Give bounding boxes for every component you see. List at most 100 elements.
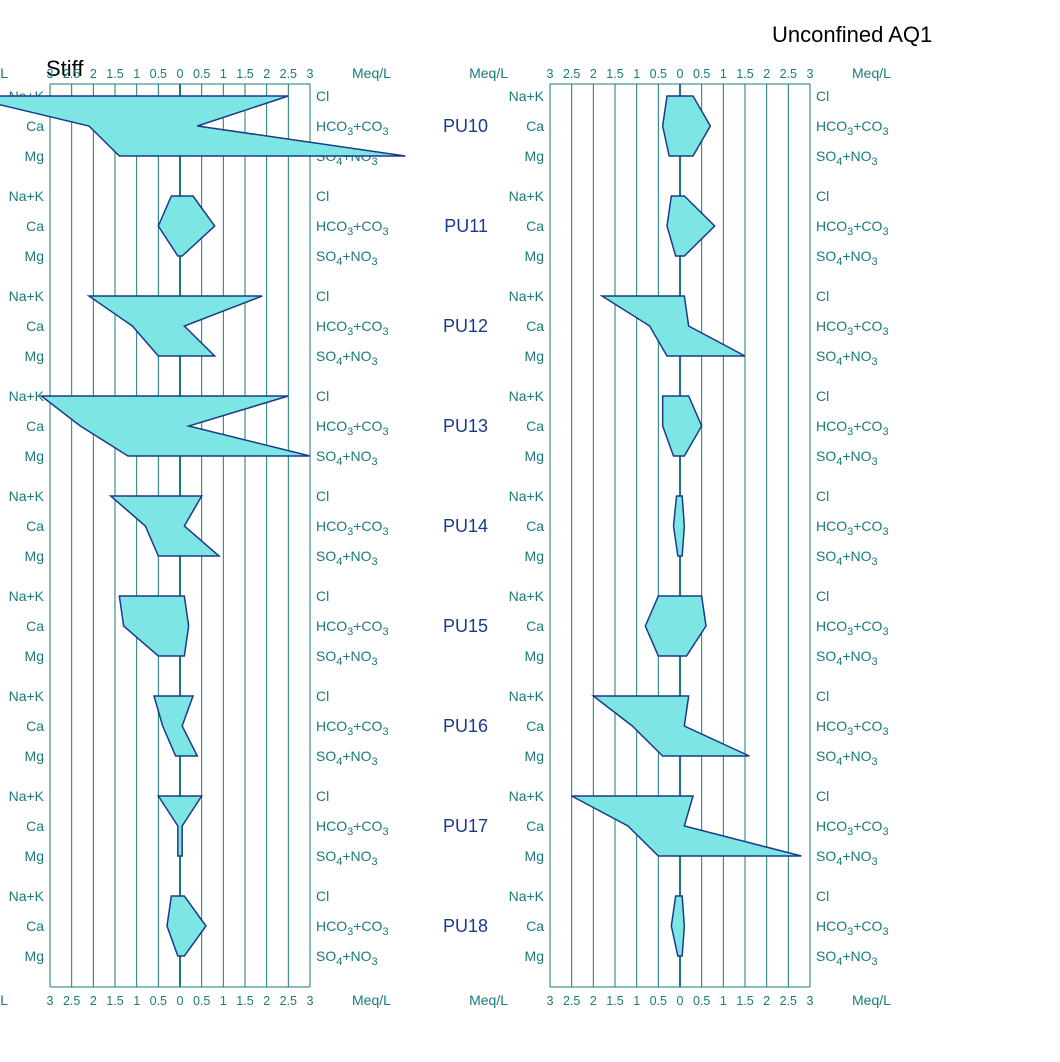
svg-text:Na+K: Na+K [509, 588, 545, 604]
svg-text:2: 2 [763, 67, 770, 81]
svg-text:Na+K: Na+K [9, 888, 45, 904]
svg-text:Ca: Ca [526, 418, 544, 434]
svg-text:HCO3+CO3: HCO3+CO3 [316, 718, 389, 738]
svg-text:Mg: Mg [525, 148, 544, 164]
svg-text:HCO3+CO3: HCO3+CO3 [316, 818, 389, 838]
stiff-polygon [674, 496, 685, 556]
svg-text:Ca: Ca [26, 418, 44, 434]
svg-text:SO4+NO3: SO4+NO3 [816, 948, 878, 968]
svg-text:Ca: Ca [26, 718, 44, 734]
svg-text:1.5: 1.5 [236, 994, 253, 1008]
stiff-polygon [663, 96, 711, 156]
stiff-polygon [645, 596, 706, 656]
svg-text:1.5: 1.5 [736, 67, 753, 81]
svg-text:Mg: Mg [525, 848, 544, 864]
svg-text:Meq/L: Meq/L [352, 65, 391, 81]
svg-text:0.5: 0.5 [693, 67, 710, 81]
svg-text:HCO3+CO3: HCO3+CO3 [816, 918, 889, 938]
svg-text:Cl: Cl [816, 588, 829, 604]
stiff-polygon [41, 396, 310, 456]
stiff-polygon [667, 196, 715, 256]
svg-text:Ca: Ca [26, 918, 44, 934]
svg-text:2: 2 [263, 994, 270, 1008]
svg-text:1: 1 [633, 994, 640, 1008]
svg-text:HCO3+CO3: HCO3+CO3 [316, 518, 389, 538]
svg-text:2.5: 2.5 [780, 67, 797, 81]
svg-text:0.5: 0.5 [150, 67, 167, 81]
svg-text:Ca: Ca [26, 118, 44, 134]
svg-text:Ca: Ca [26, 518, 44, 534]
svg-text:Mg: Mg [25, 148, 44, 164]
svg-text:Ca: Ca [526, 718, 544, 734]
svg-text:2.5: 2.5 [563, 994, 580, 1008]
svg-text:SO4+NO3: SO4+NO3 [816, 548, 878, 568]
stiff-polygon [671, 896, 684, 956]
svg-text:0.5: 0.5 [150, 994, 167, 1008]
svg-text:2: 2 [590, 67, 597, 81]
stiff-polygon [158, 796, 201, 856]
svg-text:3: 3 [307, 994, 314, 1008]
svg-text:Meq/L: Meq/L [852, 992, 891, 1008]
svg-text:Meq/L: Meq/L [0, 65, 8, 81]
svg-text:1: 1 [720, 994, 727, 1008]
svg-text:0.5: 0.5 [650, 67, 667, 81]
svg-text:2.5: 2.5 [63, 67, 80, 81]
svg-text:Mg: Mg [525, 748, 544, 764]
svg-text:2: 2 [90, 67, 97, 81]
svg-text:2.5: 2.5 [280, 67, 297, 81]
svg-text:1.5: 1.5 [606, 994, 623, 1008]
svg-text:SO4+NO3: SO4+NO3 [316, 748, 378, 768]
svg-text:SO4+NO3: SO4+NO3 [316, 648, 378, 668]
svg-text:Ca: Ca [26, 818, 44, 834]
sample-label: PU12 [443, 316, 488, 336]
svg-text:SO4+NO3: SO4+NO3 [816, 248, 878, 268]
stiff-polygon [663, 396, 702, 456]
svg-text:Mg: Mg [25, 748, 44, 764]
svg-text:SO4+NO3: SO4+NO3 [816, 148, 878, 168]
sample-label: PU15 [443, 616, 488, 636]
stiff-polygon [111, 496, 219, 556]
svg-text:Cl: Cl [816, 488, 829, 504]
svg-text:Mg: Mg [525, 248, 544, 264]
svg-text:Cl: Cl [316, 188, 329, 204]
svg-text:HCO3+CO3: HCO3+CO3 [316, 118, 389, 138]
svg-text:Mg: Mg [525, 948, 544, 964]
svg-text:Na+K: Na+K [509, 288, 545, 304]
svg-text:1: 1 [133, 67, 140, 81]
svg-text:SO4+NO3: SO4+NO3 [316, 348, 378, 368]
svg-text:HCO3+CO3: HCO3+CO3 [316, 318, 389, 338]
svg-text:Ca: Ca [26, 618, 44, 634]
svg-text:3: 3 [307, 67, 314, 81]
svg-text:Ca: Ca [526, 218, 544, 234]
stiff-polygon [593, 696, 749, 756]
svg-text:Cl: Cl [816, 288, 829, 304]
svg-text:Na+K: Na+K [9, 188, 45, 204]
svg-text:1: 1 [720, 67, 727, 81]
svg-text:1.5: 1.5 [236, 67, 253, 81]
sample-label: PU11 [444, 216, 488, 236]
svg-text:Ca: Ca [26, 218, 44, 234]
svg-text:Na+K: Na+K [509, 788, 545, 804]
svg-text:Na+K: Na+K [9, 788, 45, 804]
svg-text:0: 0 [677, 67, 684, 81]
svg-text:Meq/L: Meq/L [469, 65, 508, 81]
svg-text:2.5: 2.5 [280, 994, 297, 1008]
sample-label: PU13 [443, 416, 488, 436]
svg-text:Mg: Mg [25, 548, 44, 564]
svg-text:HCO3+CO3: HCO3+CO3 [316, 618, 389, 638]
svg-text:1: 1 [220, 994, 227, 1008]
svg-text:2: 2 [263, 67, 270, 81]
svg-text:Cl: Cl [316, 888, 329, 904]
sample-label: PU18 [443, 916, 488, 936]
svg-text:Mg: Mg [25, 948, 44, 964]
svg-text:Cl: Cl [816, 388, 829, 404]
svg-text:Na+K: Na+K [9, 288, 45, 304]
svg-text:SO4+NO3: SO4+NO3 [816, 648, 878, 668]
svg-text:3: 3 [47, 67, 54, 81]
svg-text:Na+K: Na+K [509, 688, 545, 704]
svg-text:SO4+NO3: SO4+NO3 [316, 248, 378, 268]
sample-label: PU17 [443, 816, 488, 836]
svg-text:Mg: Mg [525, 448, 544, 464]
svg-text:Na+K: Na+K [9, 588, 45, 604]
svg-text:Na+K: Na+K [9, 488, 45, 504]
